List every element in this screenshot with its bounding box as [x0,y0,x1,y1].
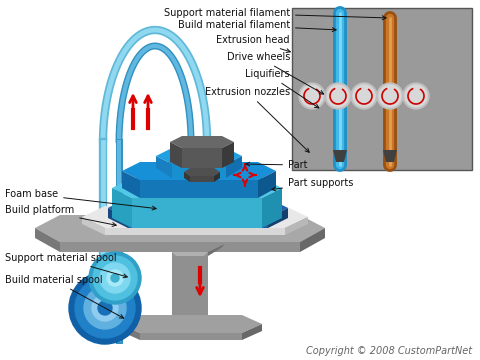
Ellipse shape [84,287,126,329]
Polygon shape [35,215,325,242]
Text: Extrusion head: Extrusion head [216,35,290,53]
Polygon shape [208,244,225,256]
Polygon shape [105,228,285,235]
Ellipse shape [93,256,137,300]
Text: Part supports: Part supports [272,178,353,191]
Polygon shape [383,150,397,162]
Text: Support material spool: Support material spool [5,253,127,278]
Text: Build material spool: Build material spool [5,275,124,318]
Polygon shape [156,148,242,164]
Polygon shape [184,168,220,176]
Polygon shape [300,228,325,252]
Polygon shape [214,172,220,182]
Text: Liquifiers: Liquifiers [245,69,319,108]
Polygon shape [35,228,60,252]
Text: Part: Part [246,160,308,170]
Circle shape [403,83,429,109]
Polygon shape [82,217,105,235]
Polygon shape [285,217,308,235]
Polygon shape [122,171,140,198]
Circle shape [379,85,401,107]
Bar [292,8,472,170]
Circle shape [353,85,375,107]
Ellipse shape [111,274,119,282]
Polygon shape [172,252,208,315]
Polygon shape [108,208,128,228]
Polygon shape [82,206,308,228]
Circle shape [325,83,351,109]
Text: Build material filament: Build material filament [178,20,336,32]
Circle shape [301,85,323,107]
Polygon shape [226,156,242,178]
Polygon shape [262,188,282,228]
Ellipse shape [98,301,112,315]
Ellipse shape [75,278,135,338]
Polygon shape [172,164,226,178]
Polygon shape [184,172,190,182]
Ellipse shape [92,295,118,321]
Polygon shape [122,162,276,180]
Ellipse shape [69,272,141,344]
Text: Build platform: Build platform [5,205,116,226]
Polygon shape [112,178,282,198]
Polygon shape [120,315,262,333]
Text: Foam base: Foam base [5,189,156,210]
Ellipse shape [100,263,130,293]
Text: Support material filament: Support material filament [164,8,386,20]
Circle shape [405,85,427,107]
Polygon shape [190,176,214,182]
Polygon shape [333,150,347,162]
Polygon shape [172,252,208,256]
Text: Copyright © 2008 CustomPartNet: Copyright © 2008 CustomPartNet [306,346,472,356]
Polygon shape [112,188,132,228]
Polygon shape [258,171,276,198]
Polygon shape [140,180,258,198]
Polygon shape [170,142,182,168]
Polygon shape [120,324,140,340]
Polygon shape [128,218,268,228]
Polygon shape [268,208,288,228]
Polygon shape [132,198,262,228]
Circle shape [327,85,349,107]
Polygon shape [182,148,222,168]
Circle shape [351,83,377,109]
Polygon shape [60,242,300,252]
Text: Extrusion nozzles: Extrusion nozzles [205,87,309,152]
Circle shape [377,83,403,109]
Ellipse shape [89,252,141,304]
Polygon shape [170,136,234,148]
Ellipse shape [107,270,123,286]
Polygon shape [140,333,242,340]
Text: Drive wheels: Drive wheels [227,52,324,94]
Polygon shape [156,156,172,178]
Polygon shape [242,324,262,340]
Polygon shape [108,198,288,218]
Circle shape [299,83,325,109]
Polygon shape [222,142,234,168]
